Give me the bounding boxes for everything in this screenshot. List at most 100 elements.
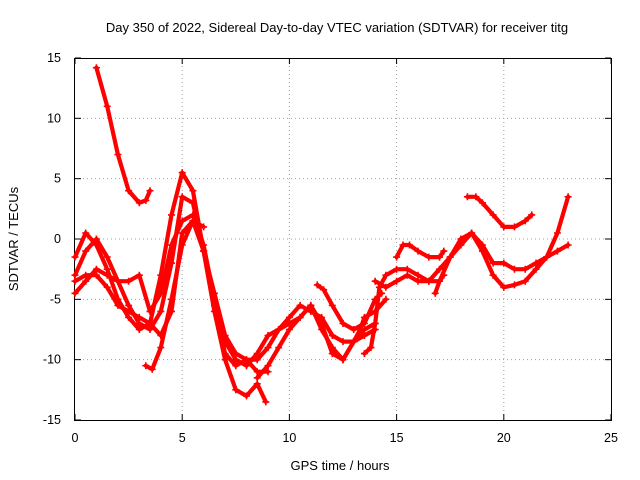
data-point-marker bbox=[168, 295, 175, 303]
series-trace bbox=[465, 194, 534, 229]
data-point-marker bbox=[543, 253, 551, 261]
series-arc-5 bbox=[71, 217, 379, 364]
data-point-marker bbox=[114, 151, 122, 158]
data-point-marker bbox=[125, 187, 133, 195]
data-point-marker bbox=[168, 241, 175, 249]
data-point-marker bbox=[82, 229, 90, 237]
data-point-marker bbox=[436, 265, 443, 273]
plot-frame bbox=[74, 58, 612, 421]
data-point-marker bbox=[189, 211, 197, 219]
chart-title: Day 350 of 2022, Sidereal Day-to-day VTE… bbox=[106, 20, 568, 35]
data-point-marker bbox=[146, 320, 154, 327]
data-point-marker bbox=[92, 235, 100, 243]
data-point-marker bbox=[221, 332, 229, 339]
data-point-marker bbox=[521, 217, 529, 225]
data-point-marker bbox=[135, 199, 143, 207]
x-tick-label: 5 bbox=[179, 431, 186, 445]
data-point-marker bbox=[511, 281, 518, 289]
data-point-marker bbox=[178, 241, 186, 249]
data-point-marker bbox=[146, 307, 154, 315]
y-tick-label: 0 bbox=[54, 232, 61, 246]
data-point-marker bbox=[414, 277, 422, 285]
data-point-marker bbox=[393, 253, 401, 261]
data-point-marker bbox=[114, 277, 122, 285]
data-point-marker bbox=[146, 187, 154, 195]
data-point-marker bbox=[339, 338, 347, 346]
data-point-marker bbox=[403, 271, 411, 279]
data-point-marker bbox=[157, 307, 165, 315]
data-point-marker bbox=[393, 265, 401, 273]
data-point-marker bbox=[232, 386, 240, 394]
data-point-marker bbox=[253, 374, 261, 382]
data-point-marker bbox=[285, 320, 293, 327]
data-point-marker bbox=[457, 235, 465, 243]
data-point-marker bbox=[103, 283, 111, 291]
data-point-marker bbox=[142, 362, 150, 370]
series-arc-12 bbox=[431, 271, 448, 297]
data-point-marker bbox=[328, 301, 336, 309]
data-point-marker bbox=[178, 193, 186, 201]
data-point-marker bbox=[243, 392, 250, 400]
data-point-marker bbox=[135, 326, 143, 333]
data-point-marker bbox=[125, 301, 133, 309]
series-trace bbox=[94, 65, 153, 205]
x-tick-label: 15 bbox=[390, 431, 404, 445]
data-point-marker bbox=[148, 365, 156, 373]
data-point-marker bbox=[521, 277, 529, 285]
data-point-marker bbox=[393, 277, 401, 285]
series-trace bbox=[373, 194, 571, 290]
data-point-marker bbox=[500, 259, 508, 267]
data-point-marker bbox=[500, 223, 508, 231]
data-point-marker bbox=[436, 277, 443, 285]
data-point-marker bbox=[103, 265, 111, 273]
data-point-marker bbox=[200, 247, 208, 255]
x-tick-label: 20 bbox=[497, 431, 511, 445]
data-point-marker bbox=[307, 301, 315, 309]
data-point-marker bbox=[339, 356, 347, 364]
data-point-marker bbox=[446, 253, 454, 261]
data-point-marker bbox=[553, 229, 561, 237]
data-point-marker bbox=[382, 295, 390, 303]
data-point-marker bbox=[135, 271, 143, 279]
data-point-marker bbox=[382, 283, 390, 291]
data-point-marker bbox=[564, 193, 572, 201]
series-trace bbox=[315, 282, 384, 332]
y-tick-label: 10 bbox=[47, 111, 61, 125]
data-point-marker bbox=[414, 271, 422, 279]
data-point-marker bbox=[178, 169, 186, 177]
data-point-marker bbox=[296, 301, 304, 309]
data-point-marker bbox=[532, 265, 540, 273]
data-point-marker bbox=[103, 271, 111, 279]
y-tick-label: -10 bbox=[43, 353, 61, 367]
data-point-marker bbox=[71, 253, 79, 261]
data-point-marker bbox=[157, 344, 165, 352]
y-axis-label: SDTVAR / TECUs bbox=[6, 186, 21, 291]
series-trace bbox=[362, 230, 571, 356]
series-trace bbox=[255, 303, 378, 380]
data-point-marker bbox=[82, 277, 90, 285]
data-point-marker bbox=[478, 199, 486, 207]
data-point-marker bbox=[221, 350, 229, 358]
data-point-marker bbox=[532, 259, 540, 267]
data-point-marker bbox=[564, 241, 572, 249]
data-point-marker bbox=[189, 199, 197, 207]
data-point-marker bbox=[200, 223, 208, 231]
data-point-marker bbox=[275, 344, 283, 352]
data-point-marker bbox=[489, 259, 497, 267]
data-point-marker bbox=[285, 326, 293, 333]
series-arc-7 bbox=[253, 301, 379, 382]
data-point-marker bbox=[264, 362, 272, 370]
data-point-marker bbox=[71, 289, 79, 297]
data-point-marker bbox=[440, 247, 448, 255]
data-point-marker bbox=[350, 338, 358, 346]
data-point-marker bbox=[511, 223, 518, 231]
data-point-marker bbox=[103, 102, 111, 110]
data-point-marker bbox=[478, 247, 486, 255]
series-arc-6 bbox=[142, 217, 208, 373]
series-trace bbox=[72, 170, 268, 404]
data-point-marker bbox=[82, 271, 90, 279]
data-point-marker bbox=[82, 247, 90, 255]
data-point-marker bbox=[264, 332, 272, 339]
y-tick-label: -15 bbox=[43, 413, 61, 427]
data-point-marker bbox=[500, 283, 508, 291]
